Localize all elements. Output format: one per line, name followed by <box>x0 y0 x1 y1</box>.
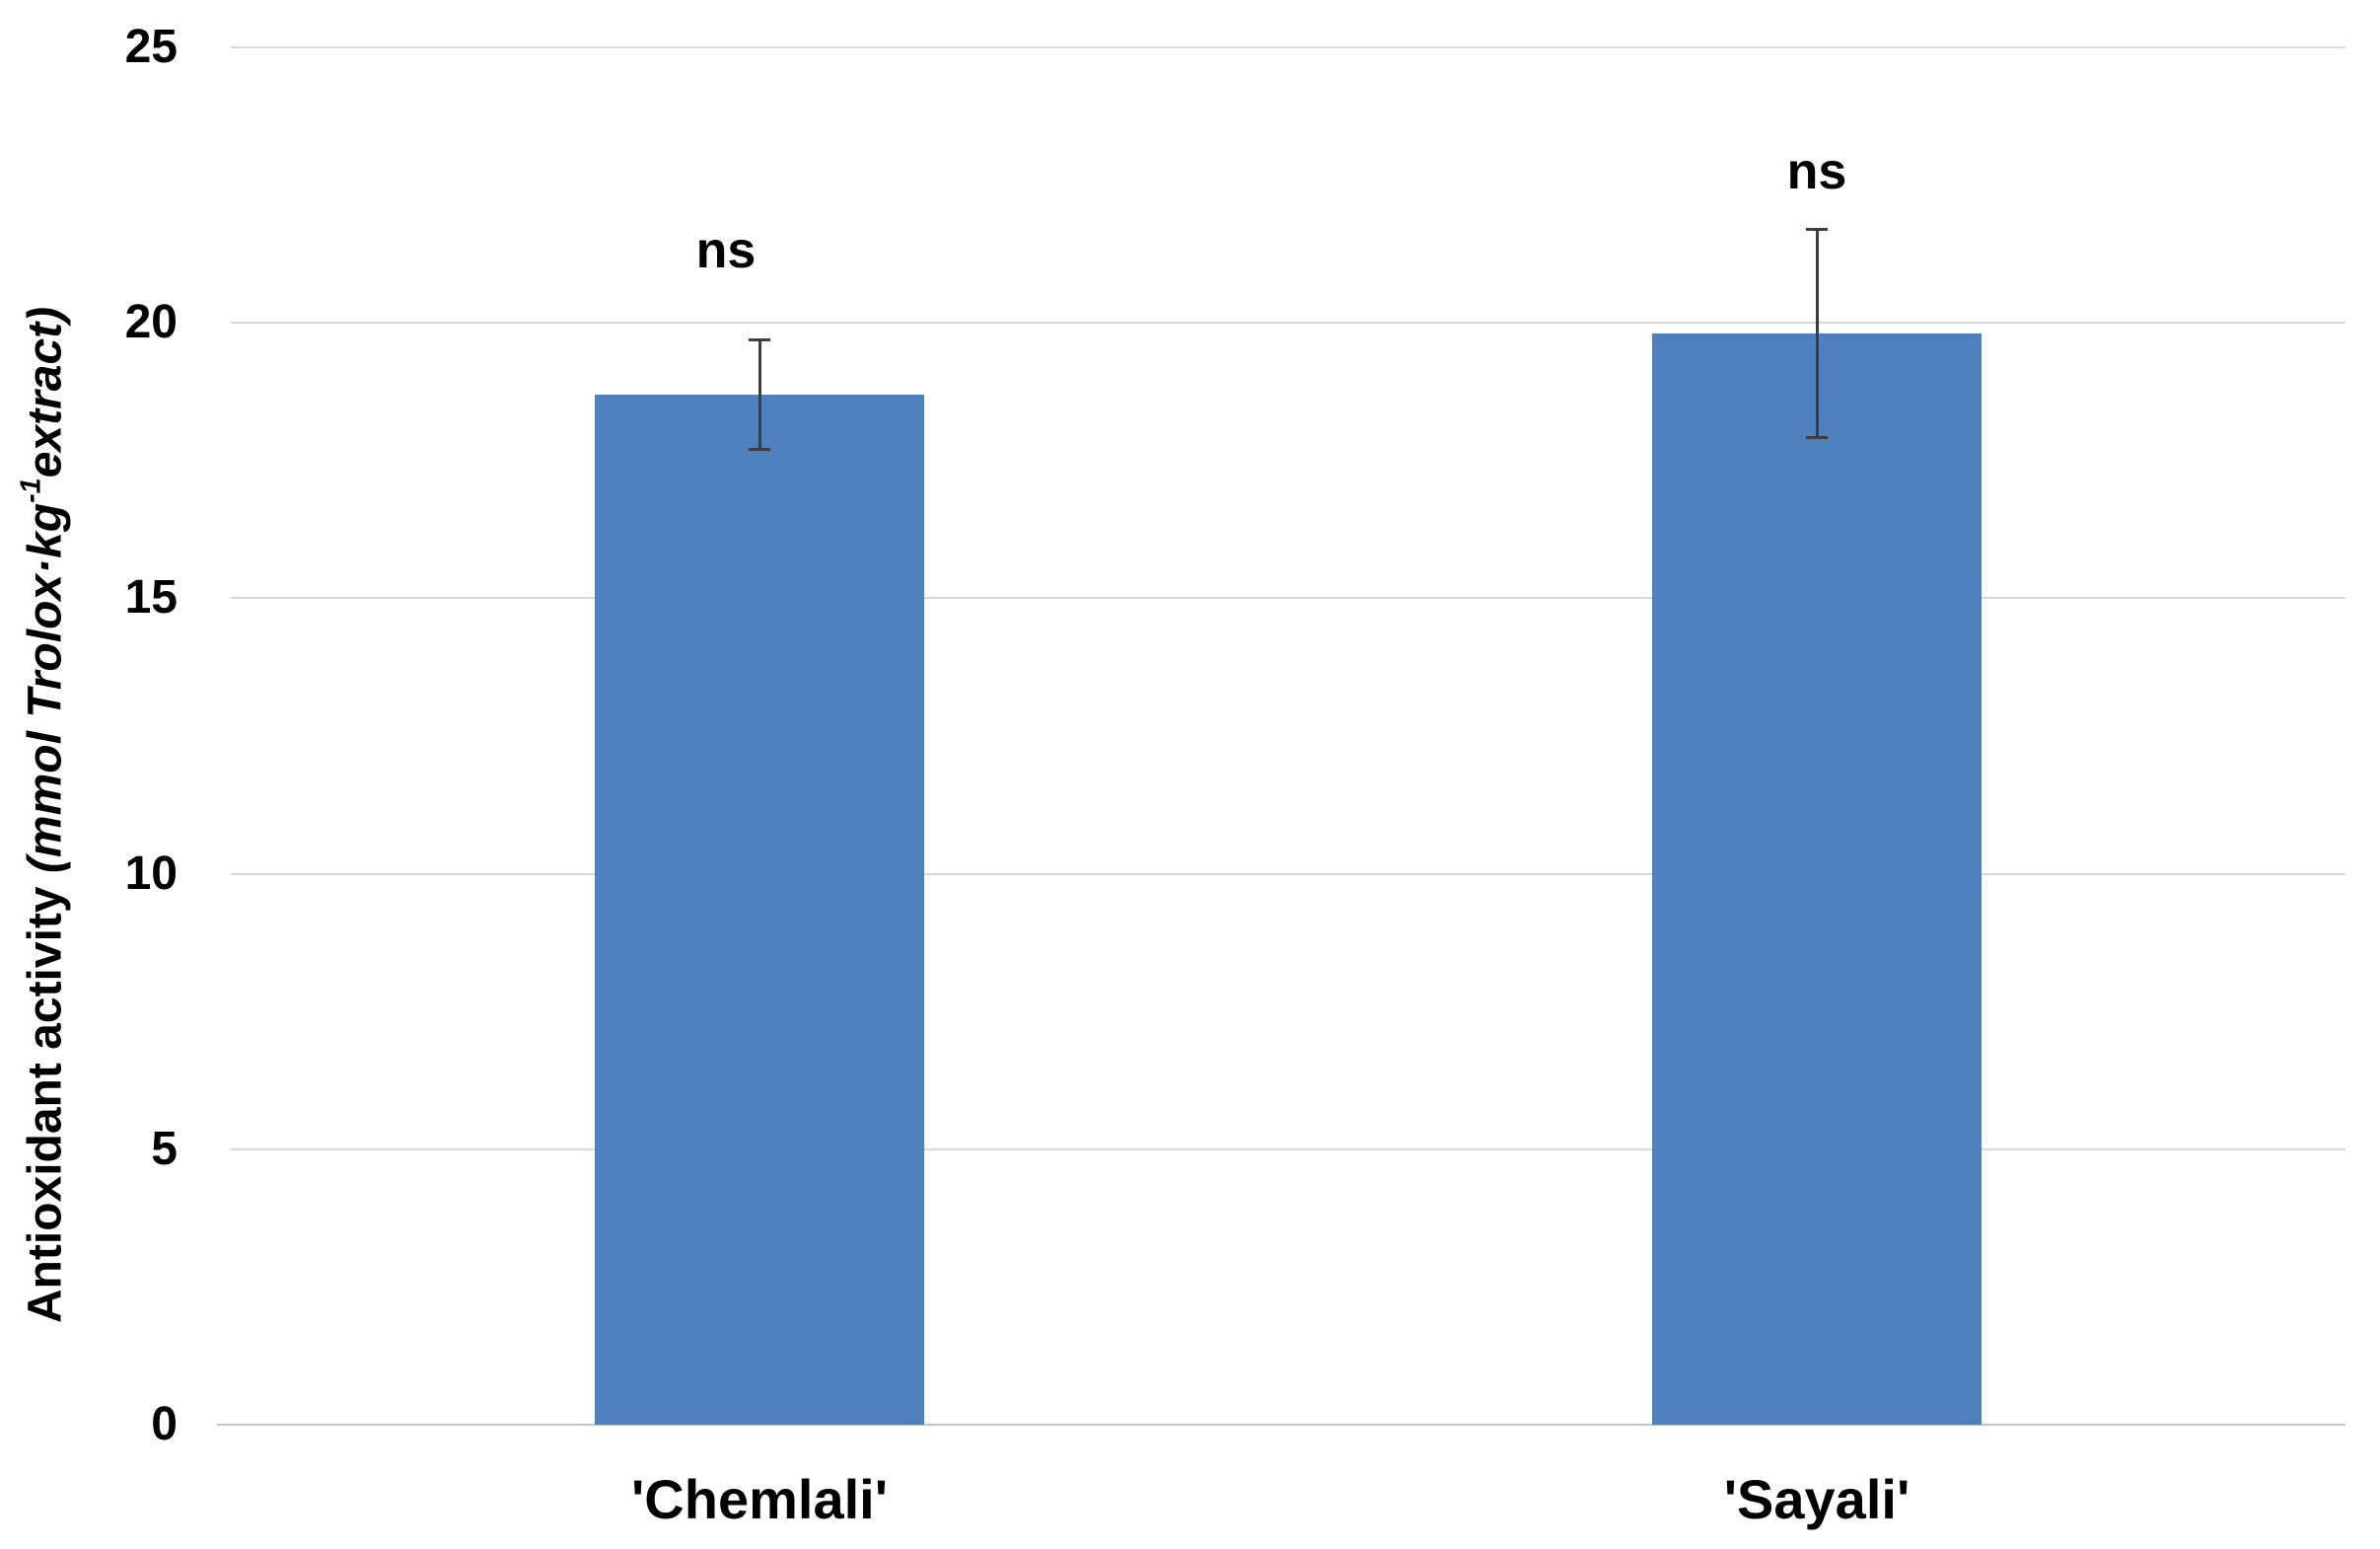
error-bar <box>1815 229 1819 439</box>
y-axis-tick-label: 10 <box>124 847 178 900</box>
y-axis-tick-label: 25 <box>124 21 178 73</box>
y-axis-tick-label: 15 <box>124 571 178 625</box>
error-bar-cap-bottom <box>1806 436 1828 440</box>
bar <box>1652 333 1982 1425</box>
error-bar-cap-top <box>1806 228 1828 232</box>
significance-label: ns <box>1786 143 1847 201</box>
y-axis-tick-label: 20 <box>124 296 178 349</box>
significance-label: ns <box>695 221 757 279</box>
y-axis-tick-label: 5 <box>151 1122 178 1175</box>
x-category-label: 'Chemlali' <box>630 1468 889 1530</box>
y-axis-title-main: Antioxidant activity <box>19 873 72 1324</box>
error-bar-cap-bottom <box>749 447 770 451</box>
gridline <box>231 46 2345 48</box>
gridline <box>231 597 2345 600</box>
y-axis-unit-prefix: (mmol Trolox·kg <box>19 502 72 874</box>
plot-area <box>231 47 2345 1425</box>
gridline <box>231 1147 2345 1150</box>
gridline <box>231 322 2345 325</box>
x-category-label: 'Sayali' <box>1723 1468 1911 1530</box>
error-bar-cap-top <box>749 337 770 341</box>
y-axis-tick-label: 0 <box>151 1398 178 1450</box>
gridline <box>231 872 2345 875</box>
x-axis-line <box>217 1424 2345 1426</box>
error-bar <box>757 338 761 450</box>
bar <box>595 394 924 1425</box>
y-axis-unit-superscript: -1 <box>15 478 47 503</box>
